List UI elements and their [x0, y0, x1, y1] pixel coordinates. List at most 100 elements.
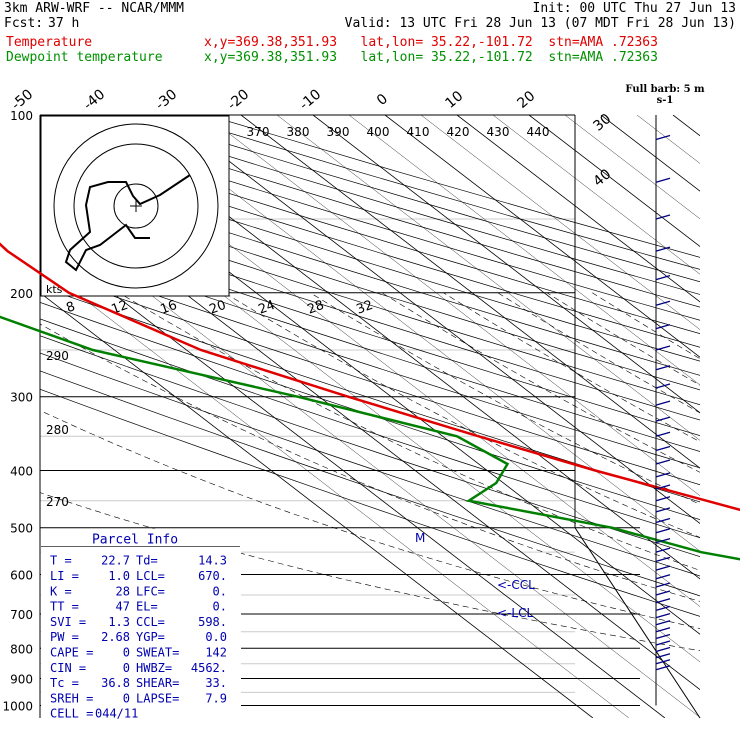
wind-barb [655, 528, 671, 534]
pressure-label-600: 600 [10, 568, 33, 582]
wind-barb [655, 177, 671, 183]
wind-barb [655, 134, 671, 141]
wind-barb [655, 547, 671, 553]
parcel-key: SVI = [50, 615, 86, 629]
wind-barb [655, 613, 671, 619]
parcel-value: 4562. [191, 661, 227, 675]
isotherm--70 [40, 236, 666, 718]
wind-barb [655, 620, 671, 626]
sounding-series [0, 242, 740, 561]
parcel-value: 1.3 [108, 615, 130, 629]
theta-label-400: 400 [367, 125, 390, 139]
parcel-value: 47 [116, 600, 130, 614]
wind-barb [655, 627, 671, 633]
hodograph: kts [40, 115, 230, 297]
wind-barb [655, 582, 671, 588]
isotherm-20 [528, 115, 700, 248]
dry-adiabat-320 [40, 270, 700, 486]
forecast-hours: 37 h [48, 16, 80, 31]
wind-barb [655, 590, 671, 596]
hodograph-ring-mid [73, 143, 199, 269]
theta-label-390: 390 [327, 125, 350, 139]
parcel-panel-bg [41, 528, 241, 717]
wind-barb [655, 538, 671, 544]
parcel-key: TT = [50, 600, 79, 614]
dry-adiabat-380 [40, 184, 700, 391]
parcel-value: 14.3 [198, 554, 227, 568]
isotherm-label--40: -40 [81, 86, 109, 113]
isotherm-label-30: 30 [590, 111, 614, 135]
axis-labels: 1002003004005006007008009001000-80-70-60… [2, 86, 614, 720]
isotherm-label--10: -10 [297, 86, 325, 113]
parcel-key: Tc = [50, 676, 79, 690]
parcel-value: 0 [123, 661, 130, 675]
moist-adiabat-20 [381, 292, 700, 473]
parcel-value: 598. [198, 615, 227, 629]
isotherm-minor-45 [709, 115, 740, 718]
isotherm-label--20: -20 [225, 86, 253, 113]
moist-adiabat-5 [118, 292, 700, 571]
wind-barb [655, 214, 671, 220]
theta-label-410: 410 [407, 125, 430, 139]
parcel-key: LCL= [136, 569, 165, 583]
moist-adiabat-10 [224, 292, 700, 538]
m-marker: M [415, 531, 425, 545]
parcel-key: SWEAT= [136, 646, 179, 660]
pressure-label-800: 800 [10, 642, 33, 656]
parcel-value: 28 [116, 584, 130, 598]
dry-adiabat-310 [40, 286, 700, 503]
theta-label-370: 370 [247, 125, 270, 139]
wind-barb [655, 556, 671, 562]
parcel-value: 670. [198, 569, 227, 583]
dry-adiabat-290 [40, 318, 700, 539]
dry-adiabat-280 [40, 335, 700, 557]
dry-adiabat-label-270: 270 [46, 495, 69, 509]
dry-adiabat-260 [40, 370, 700, 597]
wind-barb [655, 383, 671, 389]
isotherm-minor-15 [492, 115, 700, 275]
wind-barb [655, 459, 671, 465]
temperature-legend: Temperature [6, 35, 93, 50]
isotherm--20 [240, 115, 700, 469]
dry-adiabat-270 [40, 352, 700, 577]
pressure-label-500: 500 [10, 522, 33, 536]
forecast-label: Fcst: [4, 16, 44, 31]
parcel-value: 0. [213, 584, 227, 598]
hodograph-speed-8: 8 [64, 299, 77, 316]
parcel-key: SHEAR= [136, 676, 179, 690]
isotherm--80 [40, 292, 594, 718]
wind-barb [655, 365, 671, 371]
dry-adiabat-label-290: 290 [46, 349, 69, 363]
hodograph-ring-outer [53, 123, 219, 289]
hodograph-speed-20: 20 [207, 298, 228, 318]
isotherm-label-10: 10 [442, 88, 466, 112]
wind-barb [655, 496, 671, 502]
parcel-value: 0 [123, 691, 130, 705]
moist-adiabat-40 [592, 292, 700, 360]
isotherm-label--30: -30 [153, 86, 181, 113]
isotherm-label-0: 0 [374, 91, 391, 109]
isotherm-30 [600, 115, 700, 192]
parcel-info-title: Parcel Info [92, 533, 178, 548]
hodograph-speed-28: 28 [305, 298, 326, 318]
isotherm-40 [672, 115, 700, 137]
parcel-key: HWBZ= [136, 661, 172, 675]
isotherm-minor--25 [204, 115, 700, 497]
model-title: 3km ARW-WRF -- NCAR/MMM [4, 1, 185, 16]
parcel-key: CCL= [136, 615, 165, 629]
wind-barb [655, 517, 671, 524]
parcel-key: Td= [136, 554, 158, 568]
lcl-marker: <-LCL [497, 606, 533, 620]
wind-barb [655, 431, 671, 437]
hodograph-trace [64, 174, 191, 272]
parcel-value: 0.0 [205, 630, 227, 644]
hodograph-speed-16: 16 [158, 298, 179, 318]
pressure-label-900: 900 [10, 672, 33, 686]
wind-barb [655, 605, 671, 611]
init-time: Init: 00 UTC Thu 27 Jun 13 [532, 1, 737, 16]
isotherm-minor-5 [420, 115, 700, 330]
isotherm-label-20: 20 [514, 88, 538, 112]
temperature-location: x,y=369.38,351.93 lat,lon= 35.22,-101.72… [204, 35, 658, 50]
wind-barb [655, 598, 671, 604]
wind-barb [655, 659, 671, 665]
